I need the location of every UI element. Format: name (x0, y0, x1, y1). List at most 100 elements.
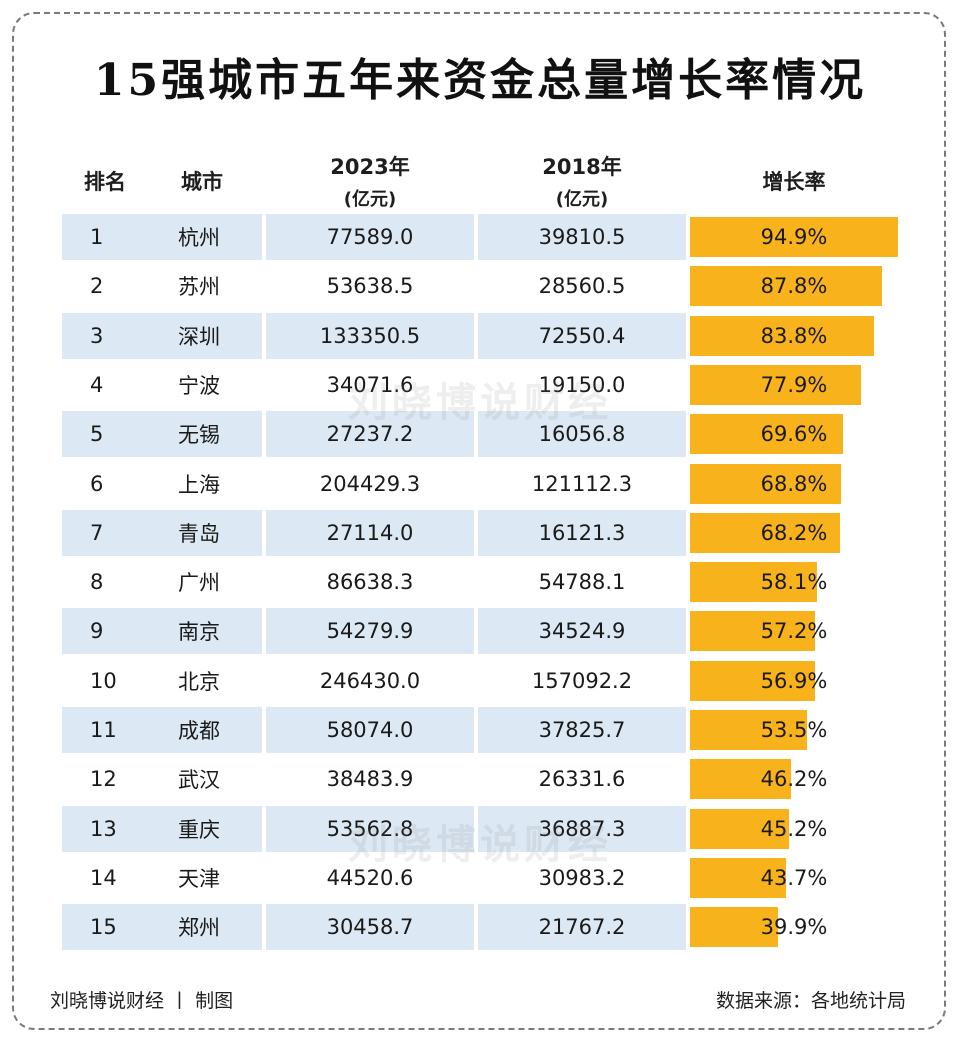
rank-cell: 6 (62, 461, 262, 507)
growth-bar (690, 266, 883, 307)
table-row: 4 宁波 34071.6 19150.0 77.9% (62, 362, 898, 408)
rank-value: 14 (90, 865, 117, 890)
growth-bar (690, 907, 778, 948)
value-2018-cell: 30983.2 (538, 865, 626, 890)
table-row: 6 上海 204429.3 121112.3 68.8% (62, 461, 898, 507)
value-2018-cell: 21767.2 (478, 904, 686, 951)
header-2018-unit: (亿元) (555, 189, 609, 210)
value-2023-cell: 204429.3 (319, 471, 421, 496)
growth-bar (690, 710, 808, 750)
rank-value: 4 (90, 372, 104, 397)
growth-rate-label: 56.9% (760, 668, 828, 693)
table-row: 1 杭州 77589.0 39810.5 94.9% (62, 214, 898, 260)
rank-cell: 14 (62, 855, 262, 901)
value-2018-cell: 121112.3 (531, 471, 633, 496)
value-2023-cell: 38483.9 (326, 767, 414, 792)
rank-cell: 11 (62, 707, 262, 753)
table-row: 7 青岛 27114.0 16121.3 68.2% (62, 509, 898, 556)
rank-cell: 12 (62, 756, 262, 802)
header-city-label: 城市 (181, 170, 223, 194)
header-2023-unit: (亿元) (343, 189, 397, 210)
growth-rate-label: 87.8% (760, 274, 828, 299)
rate-cell: 77.9% (690, 362, 898, 408)
rate-cell: 56.9% (690, 658, 898, 704)
value-2023-cell: 246430.0 (319, 668, 421, 693)
growth-bar (690, 611, 816, 652)
growth-bar (690, 463, 841, 504)
header-rank-label: 排名 (84, 170, 126, 194)
table-row: 10 北京 246430.0 157092.2 56.9% (62, 658, 898, 704)
city-cell: 郑州 (178, 916, 220, 941)
rate-cell: 69.6% (690, 411, 898, 457)
rank-cell: 13 (62, 805, 262, 852)
growth-rate-label: 45.2% (760, 816, 828, 841)
value-2023-cell: 53562.8 (266, 805, 474, 852)
growth-rate-label: 43.7% (760, 865, 828, 890)
chart-title: 15强城市五年来资金总量增长率情况 (93, 55, 867, 106)
city-cell: 南京 (178, 620, 220, 645)
value-2018-cell: 36887.3 (478, 805, 686, 852)
header-2023-label: 2023年 (330, 155, 410, 179)
rate-cell: 83.8% (690, 313, 898, 359)
growth-rate-label: 39.9% (760, 915, 828, 940)
rank-value: 7 (90, 520, 104, 545)
table-header: 排名 城市 2023年 (亿元) 2018年 (亿元) 增长率 (62, 148, 898, 214)
table-row: 8 广州 86638.3 54788.1 58.1% (62, 559, 898, 605)
header-2023: 2023年 (亿元) (266, 148, 474, 214)
growth-bar (690, 857, 786, 898)
growth-bar (690, 562, 818, 603)
growth-bar (690, 512, 840, 553)
rate-cell: 45.2% (690, 806, 898, 852)
growth-rate-label: 94.9% (760, 225, 828, 249)
value-2018-cell: 37825.7 (478, 707, 686, 753)
growth-rate-label: 46.2% (760, 767, 828, 792)
rank-cell: 8 (62, 559, 262, 605)
footer-credit: 刘晓博说财经 丨 制图 (50, 990, 234, 1012)
rate-cell: 39.9% (690, 904, 898, 950)
table-row: 3 深圳 133350.5 72550.4 83.8% (62, 312, 898, 359)
rank-cell: 3 (62, 312, 262, 359)
city-cell: 成都 (178, 719, 220, 743)
value-2023-cell: 54279.9 (266, 608, 474, 655)
rank-value: 11 (90, 718, 117, 742)
value-2018-cell: 39810.5 (478, 214, 686, 260)
value-2023-cell: 30458.7 (266, 904, 474, 951)
growth-rate-label: 68.8% (760, 471, 828, 496)
growth-bar (690, 315, 874, 356)
rank-value: 12 (90, 767, 117, 792)
city-cell: 上海 (178, 472, 220, 497)
rank-cell: 15 (62, 904, 262, 951)
dashed-frame (12, 12, 946, 1030)
rank-cell: 5 (62, 411, 262, 458)
growth-bar (690, 759, 792, 800)
city-cell: 深圳 (178, 324, 220, 349)
growth-bar (690, 808, 790, 849)
growth-bar (690, 660, 815, 701)
footer-source: 数据来源：各地统计局 (715, 990, 906, 1012)
value-2018-cell: 28560.5 (538, 274, 626, 299)
rank-value: 10 (90, 668, 117, 693)
rank-cell: 9 (62, 608, 262, 655)
value-2023-cell: 44520.6 (326, 865, 414, 890)
growth-rate-label: 83.8% (760, 323, 828, 348)
table-row: 9 南京 54279.9 34524.9 57.2% (62, 608, 898, 655)
rank-value: 2 (90, 274, 104, 299)
table-row: 15 郑州 30458.7 21767.2 39.9% (62, 904, 898, 951)
rate-cell: 58.1% (690, 559, 898, 605)
rank-value: 1 (90, 225, 104, 249)
table-row: 11 成都 58074.0 37825.7 53.5% (62, 707, 898, 753)
rank-value: 5 (90, 422, 104, 447)
rate-cell: 94.9% (690, 214, 898, 260)
value-2018-cell: 54788.1 (538, 570, 626, 595)
rank-cell: 10 (62, 658, 262, 704)
header-city: 城市 (158, 148, 246, 214)
value-2023-cell: 27237.2 (266, 411, 474, 458)
rate-cell: 43.7% (690, 855, 898, 901)
city-cell: 广州 (178, 571, 220, 596)
value-2023-cell: 133350.5 (266, 312, 474, 359)
growth-bar (690, 414, 843, 455)
rate-cell: 68.8% (690, 461, 898, 507)
table-row: 5 无锡 27237.2 16056.8 69.6% (62, 411, 898, 458)
rank-value: 3 (90, 323, 104, 348)
header-rate-label: 增长率 (762, 170, 826, 194)
